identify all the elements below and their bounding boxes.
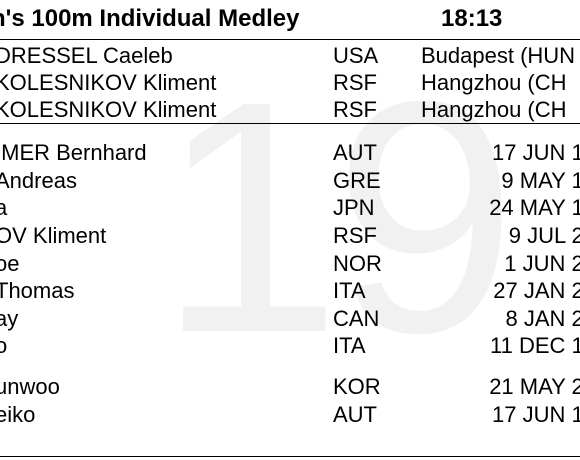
event-header: n's 100m Individual Medley 18:13 xyxy=(0,0,580,40)
record-location: Hangzhou (CH xyxy=(421,97,567,122)
record-location: Budapest (HUN xyxy=(421,43,576,68)
record-row: KOLESNIKOV Kliment RSF Hangzhou (CH xyxy=(0,71,580,95)
swimmer-name: Andreas xyxy=(0,168,77,193)
swimmer-name: OV Kliment xyxy=(0,223,107,248)
date-of-birth: 17 JUN 19 xyxy=(492,402,580,427)
record-row: DRESSEL Caeleb USA Budapest (HUN xyxy=(0,44,580,68)
entry-row: Andreas GRE 9 MAY 19 xyxy=(0,169,580,193)
nation-code: NOR xyxy=(333,251,382,276)
record-location: Hangzhou (CH xyxy=(421,70,567,95)
swimmer-name: o xyxy=(0,333,8,358)
date-of-birth: 17 JUN 19 xyxy=(492,140,580,165)
nation-code: RSF xyxy=(333,223,377,248)
entry-row: Thomas ITA 27 JAN 20 xyxy=(0,279,580,303)
nation-code: USA xyxy=(333,43,379,68)
date-of-birth: 9 JUL 20 xyxy=(508,223,580,248)
nation-code: CAN xyxy=(333,306,380,331)
entry-row: oe NOR 1 JUN 20 xyxy=(0,252,580,276)
record-row: KOLESNIKOV Kliment RSF Hangzhou (CH xyxy=(0,98,580,122)
entry-row: ay CAN 8 JAN 20 xyxy=(0,307,580,331)
nation-code: GRE xyxy=(333,168,381,193)
swimmer-name: eiko xyxy=(0,402,36,427)
swimmer-name: KOLESNIKOV Kliment xyxy=(0,70,217,95)
reserve-row: unwoo KOR 21 MAY 20 xyxy=(0,375,580,399)
date-of-birth: 1 JUN 20 xyxy=(504,251,580,276)
entry-row: OV Kliment RSF 9 JUL 20 xyxy=(0,224,580,248)
swimmer-name: oe xyxy=(0,251,20,276)
nation-code: KOR xyxy=(333,374,381,399)
nation-code: ITA xyxy=(333,278,366,303)
date-of-birth: 8 JAN 20 xyxy=(505,306,580,331)
nation-code: RSF xyxy=(333,97,377,122)
swimmer-name: IMER Bernhard xyxy=(0,140,147,165)
entry-row: IMER Bernhard AUT 17 JUN 19 xyxy=(0,141,580,165)
background-number-watermark: 19 xyxy=(158,32,517,401)
date-of-birth: 21 MAY 20 xyxy=(489,374,580,399)
records-divider xyxy=(0,123,580,124)
footer-divider xyxy=(0,456,580,457)
date-of-birth: 27 JAN 20 xyxy=(493,278,580,303)
nation-code: RSF xyxy=(333,70,377,95)
event-title: n's 100m Individual Medley xyxy=(0,5,300,32)
date-of-birth: 24 MAY 19 xyxy=(489,195,580,220)
nation-code: AUT xyxy=(333,402,377,427)
nation-code: AUT xyxy=(333,140,377,165)
date-of-birth: 9 MAY 19 xyxy=(501,168,580,193)
swimmer-name: DRESSEL Caeleb xyxy=(0,43,173,68)
nation-code: ITA xyxy=(333,333,366,358)
entry-row: o ITA 11 DEC 19 xyxy=(0,334,580,358)
nation-code: JPN xyxy=(333,195,375,220)
header-divider xyxy=(0,39,580,40)
reserve-row: eiko AUT 17 JUN 19 xyxy=(0,403,580,427)
date-of-birth: 11 DEC 19 xyxy=(490,333,580,358)
swimmer-name: Thomas xyxy=(0,278,75,303)
entry-row: a JPN 24 MAY 19 xyxy=(0,196,580,220)
swimmer-name: ay xyxy=(0,306,19,331)
swimmer-name: unwoo xyxy=(0,374,60,399)
swimmer-name: KOLESNIKOV Kliment xyxy=(0,97,217,122)
swimmer-name: a xyxy=(0,195,8,220)
event-time: 18:13 xyxy=(441,5,503,32)
